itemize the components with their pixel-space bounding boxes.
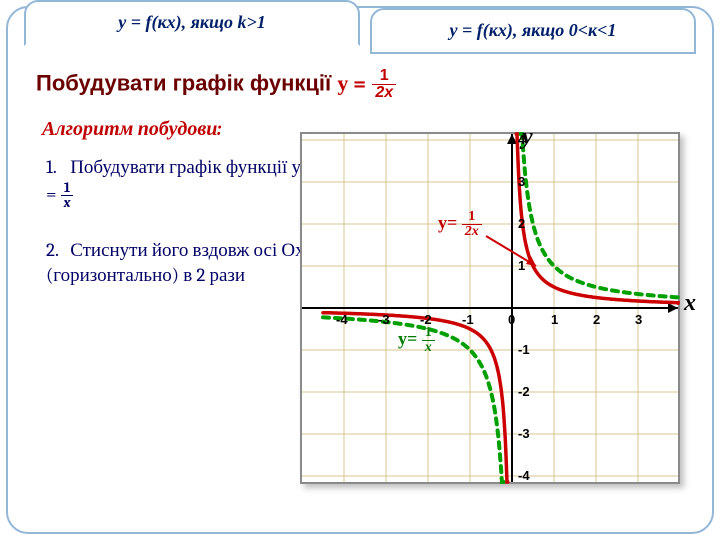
y-tick--3: -3 <box>518 426 530 441</box>
curve-green-den: x <box>422 341 435 355</box>
x-tick--2: -2 <box>420 312 432 327</box>
y-tick-2: 2 <box>518 216 525 231</box>
x-tick-3: 3 <box>635 312 642 327</box>
curve-label-red: у= 1 2x <box>438 210 482 239</box>
step-1-frac-den: x <box>61 196 74 210</box>
x-tick-2: 2 <box>593 312 600 327</box>
content-area: Побудувати графік функції у = 1 2x Алгор… <box>20 60 700 520</box>
step-1-num: 1. <box>46 155 66 181</box>
heading: Побудувати графік функції у = 1 2x <box>36 68 700 101</box>
x-tick--1: -1 <box>462 312 474 327</box>
steps-list: 1. Побудувати графік функції у = 1 x 2. … <box>46 155 306 289</box>
tab-mask <box>26 40 358 50</box>
step-1-text: Побудувати графік функції у = <box>46 156 301 205</box>
curve-green-lhs: у= <box>398 329 417 349</box>
heading-fraction: 1 2x <box>372 68 396 101</box>
heading-frac-den: 2x <box>372 85 396 101</box>
curve-green-num: 1 <box>422 326 435 341</box>
tab-inactive[interactable]: у = f(кх), якщо 0<к<1 <box>370 8 696 54</box>
x-tick--3: -3 <box>378 312 390 327</box>
curve-red-fraction: 1 2x <box>462 210 482 239</box>
curve-label-green: у= 1 x <box>398 326 435 355</box>
chart: у x у= 1 2x у= 1 x -4-3-2-10123-4-3-2-11… <box>300 132 700 512</box>
step-2-text: Стиснути його вздовж осі Ох (горизонталь… <box>46 239 305 287</box>
x-tick-0: 0 <box>508 312 515 327</box>
y-tick--2: -2 <box>518 384 530 399</box>
step-2-num: 2. <box>46 238 66 264</box>
heading-prefix: Побудувати графік функції <box>36 70 337 95</box>
axis-label-x: x <box>684 290 696 317</box>
x-tick--4: -4 <box>336 312 348 327</box>
curve-red-lhs: у= <box>438 213 457 233</box>
y-tick-4: 4 <box>518 132 525 147</box>
heading-lhs: у = <box>337 70 366 96</box>
x-tick-1: 1 <box>551 312 558 327</box>
y-tick--4: -4 <box>518 468 530 483</box>
curve-red-num: 1 <box>462 210 482 225</box>
curve-red-den: 2x <box>462 225 482 239</box>
heading-frac-num: 1 <box>372 68 396 85</box>
y-tick--1: -1 <box>518 342 530 357</box>
step-2: 2. Стиснути його вздовж осі Ох (горизонт… <box>46 238 306 289</box>
step-1-fraction: 1 x <box>61 181 74 210</box>
curve-green-fraction: 1 x <box>422 326 435 355</box>
step-1: 1. Побудувати графік функції у = 1 x <box>46 155 306 210</box>
y-tick-3: 3 <box>518 174 525 189</box>
y-tick-1: 1 <box>518 258 525 273</box>
